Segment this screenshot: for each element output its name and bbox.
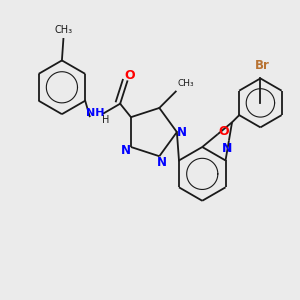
Text: CH₃: CH₃: [177, 79, 194, 88]
Text: CH₃: CH₃: [54, 25, 73, 35]
Text: N: N: [177, 126, 187, 139]
Text: O: O: [218, 125, 229, 138]
Text: N: N: [157, 156, 167, 169]
Text: NH: NH: [85, 108, 104, 118]
Text: H: H: [102, 115, 110, 125]
Text: O: O: [125, 68, 135, 82]
Text: N: N: [121, 144, 130, 157]
Text: N: N: [222, 142, 233, 155]
Text: Br: Br: [254, 59, 269, 72]
